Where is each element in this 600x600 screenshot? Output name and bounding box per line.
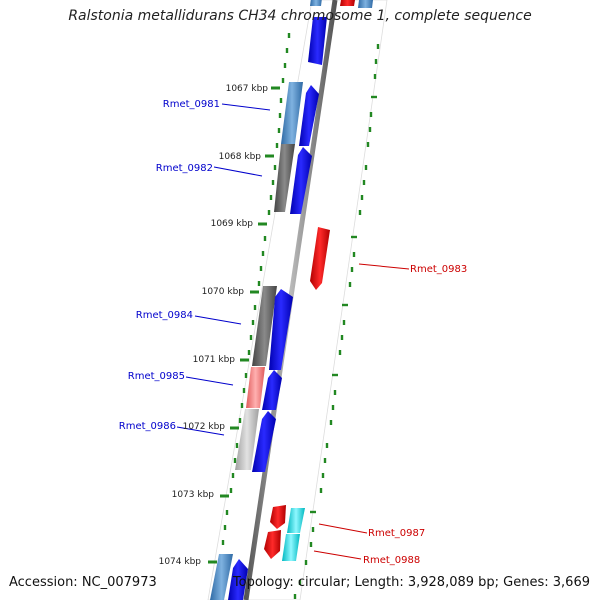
accession-text: Accession: NC_007973 [9, 575, 157, 590]
map-ring-outline [207, 0, 388, 600]
gene-label-rmet-0981[interactable]: Rmet_0981 [163, 99, 220, 110]
gene-label-rmet-0986[interactable]: Rmet_0986 [119, 421, 176, 432]
gene-label-rmet-0982[interactable]: Rmet_0982 [156, 163, 213, 174]
cds-arrow [228, 559, 248, 600]
cog-block [282, 534, 300, 561]
cog-block [358, 0, 373, 8]
tick-label: 1070 kbp [202, 287, 245, 297]
gene-label-rmet-0987[interactable]: Rmet_0987 [368, 528, 425, 539]
label-leaders [176, 103, 410, 560]
cog-block [274, 144, 295, 212]
tick-label: 1071 kbp [193, 355, 236, 365]
inner-tick-ruler [215, 33, 291, 585]
outer-tick-ruler [293, 44, 380, 599]
gene-label-rmet-0985[interactable]: Rmet_0985 [128, 371, 185, 382]
cds-arrows [228, 0, 355, 600]
tick-label: 1068 kbp [219, 152, 262, 162]
cds-arrow [340, 0, 355, 6]
cds-arrow [264, 530, 281, 559]
cog-block [235, 409, 259, 470]
gene-label-rmet-0984[interactable]: Rmet_0984 [136, 310, 193, 321]
tick-label: 1072 kbp [183, 422, 226, 432]
gene-label-rmet-0983[interactable]: Rmet_0983 [410, 264, 467, 275]
cds-arrow [308, 17, 327, 65]
cog-block [310, 0, 322, 6]
cds-arrow [290, 147, 312, 214]
cog-block [210, 554, 233, 600]
cog-block [246, 367, 265, 408]
cds-arrow [269, 289, 293, 370]
cds-arrow [262, 370, 282, 410]
cog-block [252, 286, 277, 366]
major-ticks [208, 86, 280, 564]
gene-label-rmet-0988[interactable]: Rmet_0988 [363, 555, 420, 566]
tick-labels: 1067 kbp 1068 kbp 1069 kbp 1070 kbp 1071… [159, 84, 269, 567]
map-title: Ralstonia metallidurans CH34 chromosome … [68, 8, 532, 24]
tick-label: 1073 kbp [172, 490, 215, 500]
tick-label: 1067 kbp [226, 84, 269, 94]
cds-arrow [270, 505, 286, 529]
cog-block [287, 508, 305, 533]
cds-arrow [299, 85, 319, 146]
tick-label: 1074 kbp [159, 557, 202, 567]
tick-label: 1069 kbp [211, 219, 254, 229]
cog-block [281, 82, 303, 144]
genome-summary-text: Topology: circular; Length: 3,928,089 bp… [232, 575, 590, 590]
cog-ring [210, 0, 373, 600]
cds-arrow [252, 411, 276, 472]
cds-arrow [310, 227, 330, 290]
gene-labels: Rmet_0981 Rmet_0982 Rmet_0983 Rmet_0984 … [119, 99, 467, 566]
